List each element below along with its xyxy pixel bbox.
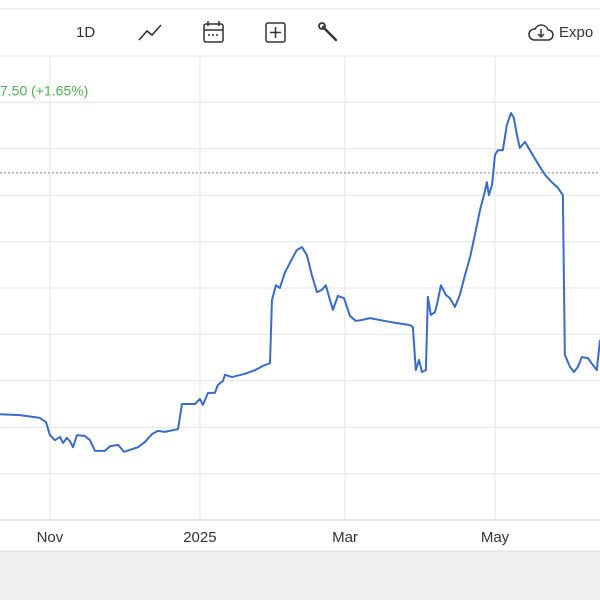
calendar-icon[interactable] bbox=[203, 21, 224, 43]
x-tick-label: Mar bbox=[332, 529, 358, 546]
add-indicator-icon[interactable] bbox=[265, 22, 286, 43]
plot-area: Nov 2025 Mar May bbox=[0, 55, 600, 546]
price-line bbox=[0, 112, 600, 453]
line-type-icon[interactable] bbox=[138, 24, 162, 41]
export-icon[interactable] bbox=[528, 24, 554, 41]
x-tick-label: Nov bbox=[37, 529, 64, 546]
price-change: 7.50 (+1.65%) bbox=[0, 83, 88, 99]
settings-icon[interactable] bbox=[318, 22, 338, 42]
navigator bbox=[0, 551, 600, 600]
x-tick-label: 2025 bbox=[183, 529, 216, 546]
x-tick-label: May bbox=[481, 529, 510, 546]
export-button[interactable]: Expo bbox=[559, 24, 593, 41]
interval-button[interactable]: 1D bbox=[76, 24, 95, 41]
